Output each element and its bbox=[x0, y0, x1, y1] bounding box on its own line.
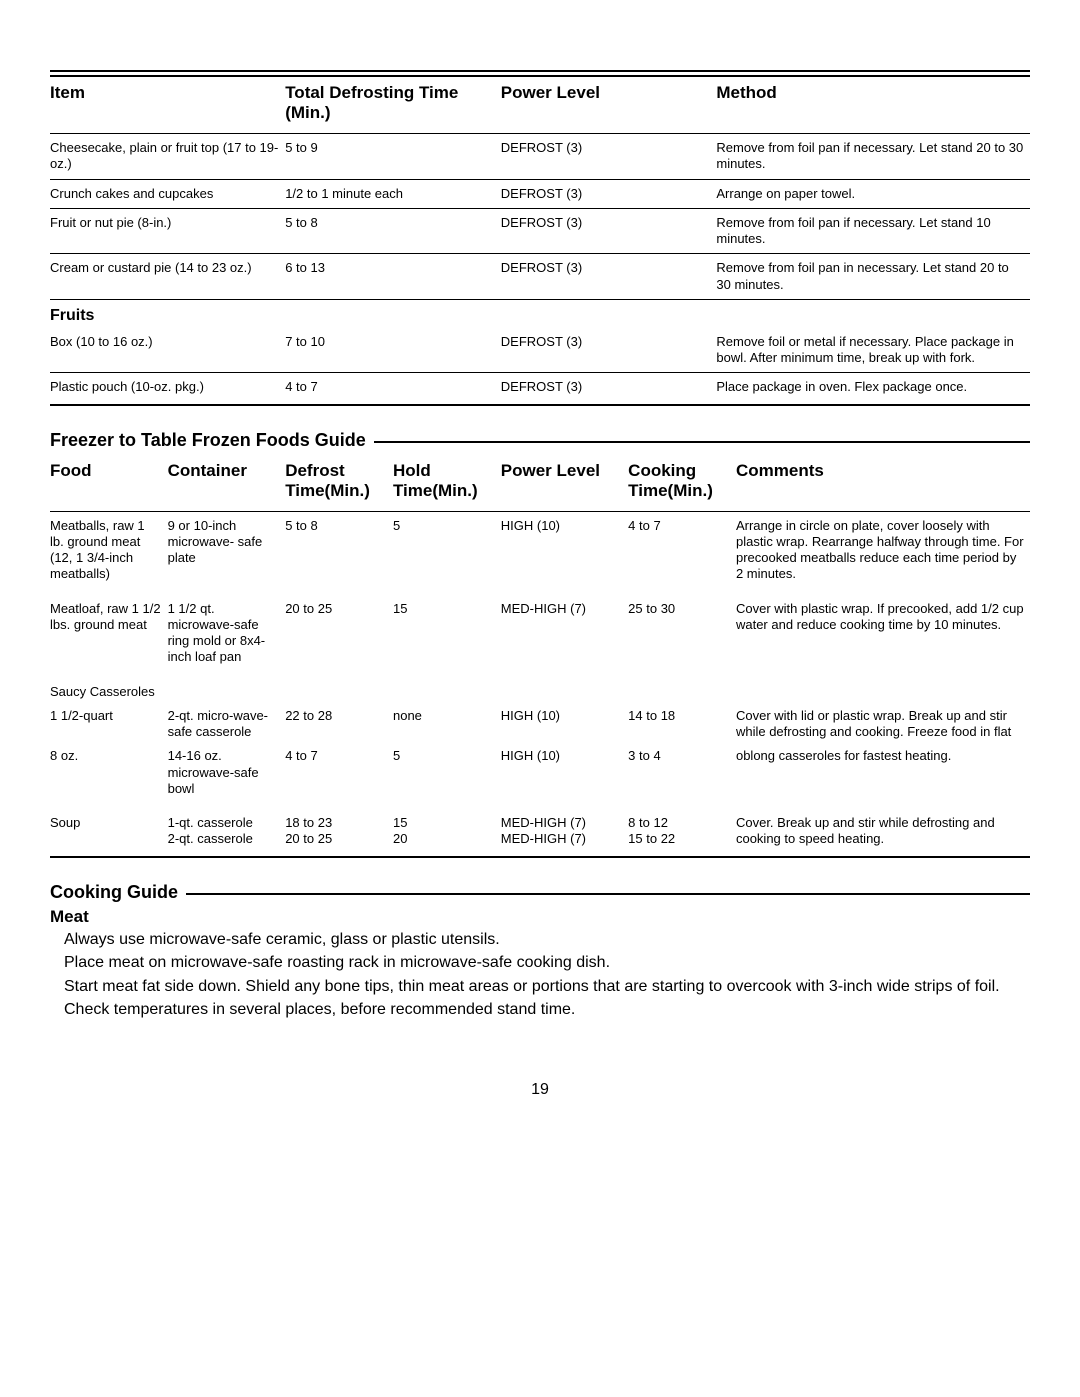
table-row: Meatloaf, raw 1 1/2 lbs. ground meat 1 1… bbox=[50, 587, 1030, 670]
t2-h6: Comments bbox=[736, 455, 1030, 511]
title-rule-icon bbox=[186, 893, 1030, 895]
table-row: Crunch cakes and cupcakes 1/2 to 1 minut… bbox=[50, 179, 1030, 208]
t2-h5: Cooking Time(Min.) bbox=[628, 455, 736, 511]
table-row: Cream or custard pie (14 to 23 oz.) 6 to… bbox=[50, 254, 1030, 300]
t1-h2: Power Level bbox=[501, 77, 717, 133]
defrosting-table: Item Total Defrosting Time (Min.) Power … bbox=[50, 77, 1030, 406]
body-line: Place meat on microwave-safe roasting ra… bbox=[64, 952, 1030, 974]
page-number: 19 bbox=[50, 1081, 1030, 1099]
t2-h3: Hold Time(Min.) bbox=[393, 455, 501, 511]
t1-h3: Method bbox=[716, 77, 1030, 133]
body-line: Check temperatures in several places, be… bbox=[64, 999, 1030, 1021]
body-line: Always use microwave-safe ceramic, glass… bbox=[64, 929, 1030, 951]
t1-h1: Total Defrosting Time (Min.) bbox=[285, 77, 501, 133]
table-row: Fruit or nut pie (8-in.) 5 to 8 DEFROST … bbox=[50, 208, 1030, 254]
title-rule-icon bbox=[374, 441, 1030, 443]
freezer-table: Food Container Defrost Time(Min.) Hold T… bbox=[50, 455, 1030, 858]
cooking-guide-title: Cooking Guide bbox=[50, 882, 1030, 903]
table-row: Saucy Casseroles bbox=[50, 670, 1030, 704]
table-row: Plastic pouch (10-oz. pkg.) 4 to 7 DEFRO… bbox=[50, 373, 1030, 400]
t1-h0: Item bbox=[50, 77, 285, 133]
table-row: 1 1/2-quart 2-qt. micro-wave-safe casser… bbox=[50, 704, 1030, 745]
t2-h2: Defrost Time(Min.) bbox=[285, 455, 393, 511]
fruits-subhead: Fruits bbox=[50, 299, 1030, 330]
t2-h4: Power Level bbox=[501, 455, 628, 511]
table-row: Soup 1-qt. casserole 2-qt. casserole 18 … bbox=[50, 801, 1030, 852]
table-row: Cheesecake, plain or fruit top (17 to 19… bbox=[50, 134, 1030, 179]
meat-subhead: Meat bbox=[50, 907, 1030, 927]
t2-h1: Container bbox=[168, 455, 286, 511]
table-row: 8 oz. 14-16 oz. microwave-safe bowl 4 to… bbox=[50, 744, 1030, 801]
body-line: Start meat fat side down. Shield any bon… bbox=[64, 976, 1030, 998]
table-row: Meatballs, raw 1 lb. ground meat (12, 1 … bbox=[50, 512, 1030, 587]
t2-h0: Food bbox=[50, 455, 168, 511]
table-row: Box (10 to 16 oz.) 7 to 10 DEFROST (3) R… bbox=[50, 330, 1030, 373]
freezer-guide-title: Freezer to Table Frozen Foods Guide bbox=[50, 430, 1030, 451]
